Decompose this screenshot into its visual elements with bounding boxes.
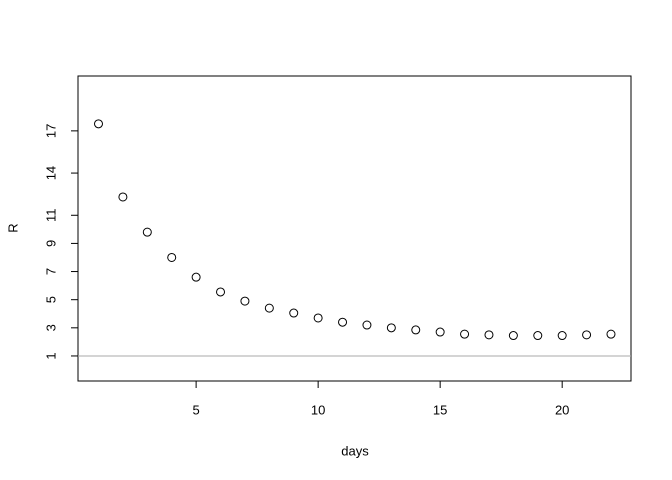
point — [557, 331, 567, 341]
x-tick-label: 20 — [555, 402, 569, 417]
point — [386, 323, 396, 333]
point — [118, 192, 128, 202]
x-tick-label: 15 — [433, 402, 447, 417]
point — [216, 287, 226, 297]
point — [582, 330, 592, 340]
point — [460, 329, 470, 339]
y-tick-label: 5 — [43, 296, 58, 303]
plot-frame — [77, 75, 632, 382]
point — [338, 317, 348, 327]
x-tick-label: 10 — [311, 402, 325, 417]
y-axis-label: R — [5, 223, 20, 232]
x-tick-label: 5 — [192, 402, 199, 417]
y-tick-label: 9 — [43, 240, 58, 247]
point — [289, 308, 299, 318]
point — [362, 320, 372, 330]
point — [167, 252, 177, 262]
y-tick-label: 11 — [43, 209, 58, 223]
x-axis-label: days — [341, 443, 369, 458]
point — [508, 331, 518, 341]
point — [484, 330, 494, 340]
point — [533, 331, 543, 341]
y-tick-label: 17 — [43, 124, 58, 138]
point — [313, 313, 323, 323]
y-tick-label: 7 — [43, 268, 58, 275]
y-tick-label: 3 — [43, 324, 58, 331]
y-tick-label: 1 — [43, 352, 58, 359]
y-tick-label: 14 — [43, 166, 58, 180]
point — [93, 119, 103, 129]
point — [142, 227, 152, 237]
point — [191, 272, 201, 282]
point — [435, 327, 445, 337]
point — [240, 296, 250, 306]
point — [411, 325, 421, 335]
point — [606, 329, 616, 339]
point — [264, 303, 274, 313]
